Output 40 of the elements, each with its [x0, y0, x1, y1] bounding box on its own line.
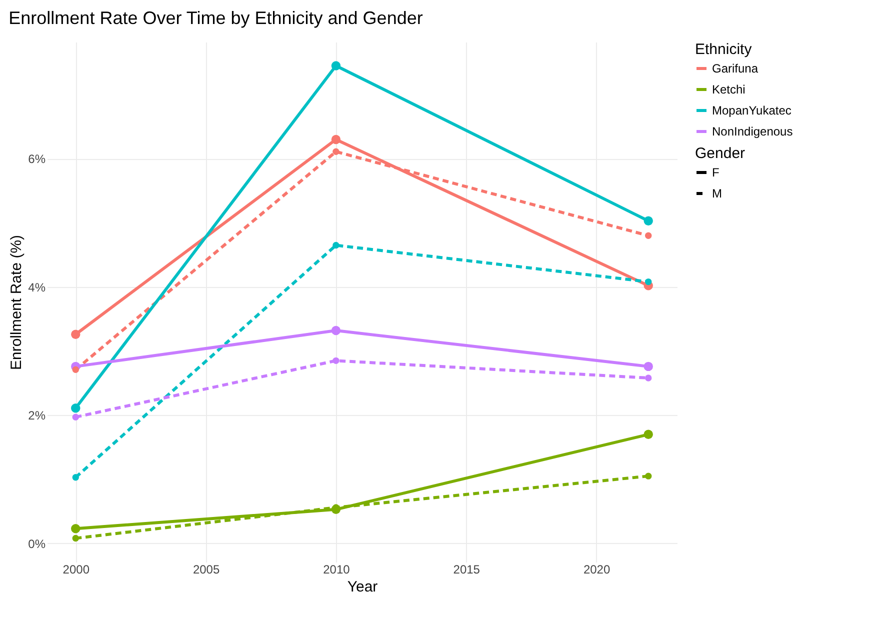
text: F [712, 166, 720, 180]
legend-label: MopanYukatec [712, 104, 792, 118]
y-axis-title: Enrollment Rate (%) [8, 234, 26, 370]
point [645, 472, 652, 480]
y-tick-label: 6% [28, 152, 46, 166]
point [71, 524, 80, 534]
point [332, 357, 340, 364]
y-tick-label: 2% [28, 408, 46, 423]
point [71, 330, 80, 339]
legend-label: Garifuna [712, 62, 758, 76]
legend-label: NonIndigenous [712, 124, 793, 138]
legend-label: Ketchi [712, 82, 746, 96]
text: Ethnicity [695, 41, 752, 58]
point [72, 366, 79, 373]
x-tick-label: 2015 [453, 562, 480, 576]
point [645, 374, 652, 382]
point [71, 404, 80, 413]
chart-title: Enrollment Rate Over Time by Ethnicity and Gender [8, 8, 423, 28]
point [331, 326, 341, 336]
point [644, 216, 653, 226]
point [332, 242, 340, 249]
y-tick-label: 4% [28, 280, 46, 294]
y-tick-label: 0% [28, 536, 46, 551]
point [644, 430, 653, 440]
point [331, 134, 341, 144]
point [72, 414, 79, 420]
x-tick-label: 2005 [192, 562, 220, 576]
x-tick-label: 2000 [62, 562, 90, 576]
point [72, 474, 79, 481]
x-axis-title: Year [347, 578, 378, 596]
point [331, 61, 341, 70]
x-tick-label: 2010 [323, 562, 350, 576]
point [644, 362, 653, 372]
x-tick-label: 2020 [583, 562, 610, 576]
point [72, 534, 79, 542]
point [332, 148, 340, 155]
point [645, 278, 652, 286]
text: M [712, 186, 722, 200]
text: Gender [695, 145, 746, 162]
point [645, 232, 652, 239]
